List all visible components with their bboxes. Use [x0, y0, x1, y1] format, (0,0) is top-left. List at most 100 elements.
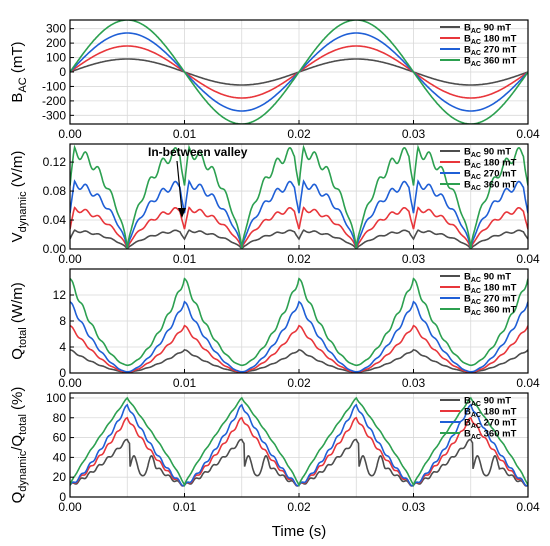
y-axis-title-main: Q [9, 348, 26, 360]
y-tick-label: -100 [42, 79, 66, 93]
y-axis-title-unit: (W/m) [9, 282, 26, 327]
x-tick-label: 0.02 [287, 500, 311, 514]
x-tick-label: 0.04 [516, 500, 540, 514]
legend-label: BAC 360 mT [464, 429, 517, 442]
x-tick-label: 0.00 [58, 252, 82, 266]
y-axis-title: Vdynamic (V/m) [9, 151, 29, 243]
series-line-4 [70, 396, 528, 488]
legend-label-sub: AC [471, 288, 481, 295]
legend-label-value: 360 mT [481, 429, 517, 440]
panel-Q_ratio: 100 80 60 40 20 00.00 0.01 0.02 0.03 0.04 Qdynamic… [9, 387, 540, 514]
y-axis-title: BAC (mT) [9, 41, 29, 102]
y-tick-label: -200 [42, 94, 66, 108]
legend-label-sub: AC [471, 163, 481, 170]
legend-label-value: 270 mT [481, 45, 517, 56]
x-tick-label: 0.03 [402, 252, 426, 266]
legend-label: BAC 90 mT [464, 23, 511, 36]
y-axis-title-main: Q [9, 492, 26, 504]
y-tick-label: 8 [59, 314, 66, 328]
x-tick-label: 0.01 [173, 500, 197, 514]
y-tick-label: 200 [46, 36, 66, 50]
legend-label: BAC 90 mT [464, 272, 511, 285]
legend-label-prefix: B [464, 418, 471, 429]
y-tick-label: 0 [59, 65, 66, 79]
legend-label-prefix: B [464, 34, 471, 45]
legend-label-value: 270 mT [481, 418, 517, 429]
legend-label-prefix: B [464, 169, 471, 180]
legend-label-prefix: B [464, 429, 471, 440]
y-axis-title-sub: dynamic [17, 191, 29, 232]
legend-label: BAC 360 mT [464, 180, 517, 193]
x-tick-label: 0.00 [58, 500, 82, 514]
y-axis-title-unit: (%) [9, 387, 26, 415]
legend-label-sub: AC [471, 61, 481, 68]
legend-label: BAC 270 mT [464, 294, 517, 307]
y-axis-title: Qdynamic/Qtotal (%) [9, 387, 29, 504]
x-tick-label: 0.04 [516, 127, 540, 141]
legend-label: BAC 180 mT [464, 283, 517, 296]
y-tick-label: 100 [46, 391, 66, 405]
legend-label: BAC 270 mT [464, 169, 517, 182]
series-line-1 [70, 229, 528, 249]
x-tick-label: 0.00 [58, 127, 82, 141]
y-tick-label: 12 [53, 288, 67, 302]
y-tick-label: 0.12 [43, 155, 67, 169]
legend-label-prefix: B [464, 407, 471, 418]
legend-label-prefix: B [464, 294, 471, 305]
legend-label: BAC 270 mT [464, 418, 517, 431]
x-tick-label: 0.00 [58, 376, 82, 390]
legend-label-value: 180 mT [481, 283, 517, 294]
legend-label: BAC 270 mT [464, 45, 517, 58]
series-line-2 [70, 324, 528, 373]
x-tick-label: 0.04 [516, 376, 540, 390]
y-tick-label: 20 [53, 470, 67, 484]
y-axis-title: Qtotal (W/m) [9, 282, 29, 359]
legend-label: BAC 180 mT [464, 34, 517, 47]
panel-V_dynamic: 0.12 0.08 0.04 0.000.00 0.01 0.02 0.03 0.04 Vdyn… [9, 143, 540, 266]
legend-label-sub: AC [471, 152, 481, 159]
legend-label-sub: AC [471, 310, 481, 317]
legend-label-sub: AC [471, 434, 481, 441]
x-tick-label: 0.03 [402, 127, 426, 141]
legend-label-value: 90 mT [481, 23, 511, 34]
legend-label-value: 270 mT [481, 294, 517, 305]
legend-label-sub: AC [471, 412, 481, 419]
legend-label-sub: AC [471, 423, 481, 430]
y-axis-title-sub2: total [17, 414, 29, 435]
y-tick-label: 300 [46, 22, 66, 36]
x-axis-title: Time (s) [272, 523, 326, 540]
legend-label-value: 360 mT [481, 305, 517, 316]
legend-label-value: 90 mT [481, 396, 511, 407]
y-axis-title-unit: (V/m) [9, 151, 26, 192]
legend-label-sub: AC [471, 50, 481, 57]
legend-label-sub: AC [471, 299, 481, 306]
legend-label-value: 360 mT [481, 180, 517, 191]
series-line-4 [70, 144, 528, 249]
legend-label: BAC 180 mT [464, 158, 517, 171]
series-line-1 [70, 348, 528, 373]
legend-label-value: 90 mT [481, 272, 511, 283]
y-tick-label: 4 [59, 340, 66, 354]
y-axis-title-main: B [9, 93, 26, 103]
series-line-3 [70, 179, 528, 249]
x-tick-label: 0.02 [287, 252, 311, 266]
series-line-4 [70, 20, 528, 124]
legend-label-value: 180 mT [481, 407, 517, 418]
legend-label: BAC 180 mT [464, 407, 517, 420]
y-axis-title-sub: total [17, 327, 29, 348]
y-tick-label: 0.08 [43, 184, 67, 198]
annotation-arrow-line [176, 160, 183, 213]
annotation-text: In-between valley [148, 145, 248, 159]
legend-label-value: 270 mT [481, 169, 517, 180]
legend-label-prefix: B [464, 272, 471, 283]
y-tick-label: 0 [59, 366, 66, 380]
legend-label-sub: AC [471, 277, 481, 284]
legend-label-value: 180 mT [481, 158, 517, 169]
legend-label-value: 180 mT [481, 34, 517, 45]
legend-label-value: 360 mT [481, 56, 517, 67]
y-tick-label: 100 [46, 51, 66, 65]
